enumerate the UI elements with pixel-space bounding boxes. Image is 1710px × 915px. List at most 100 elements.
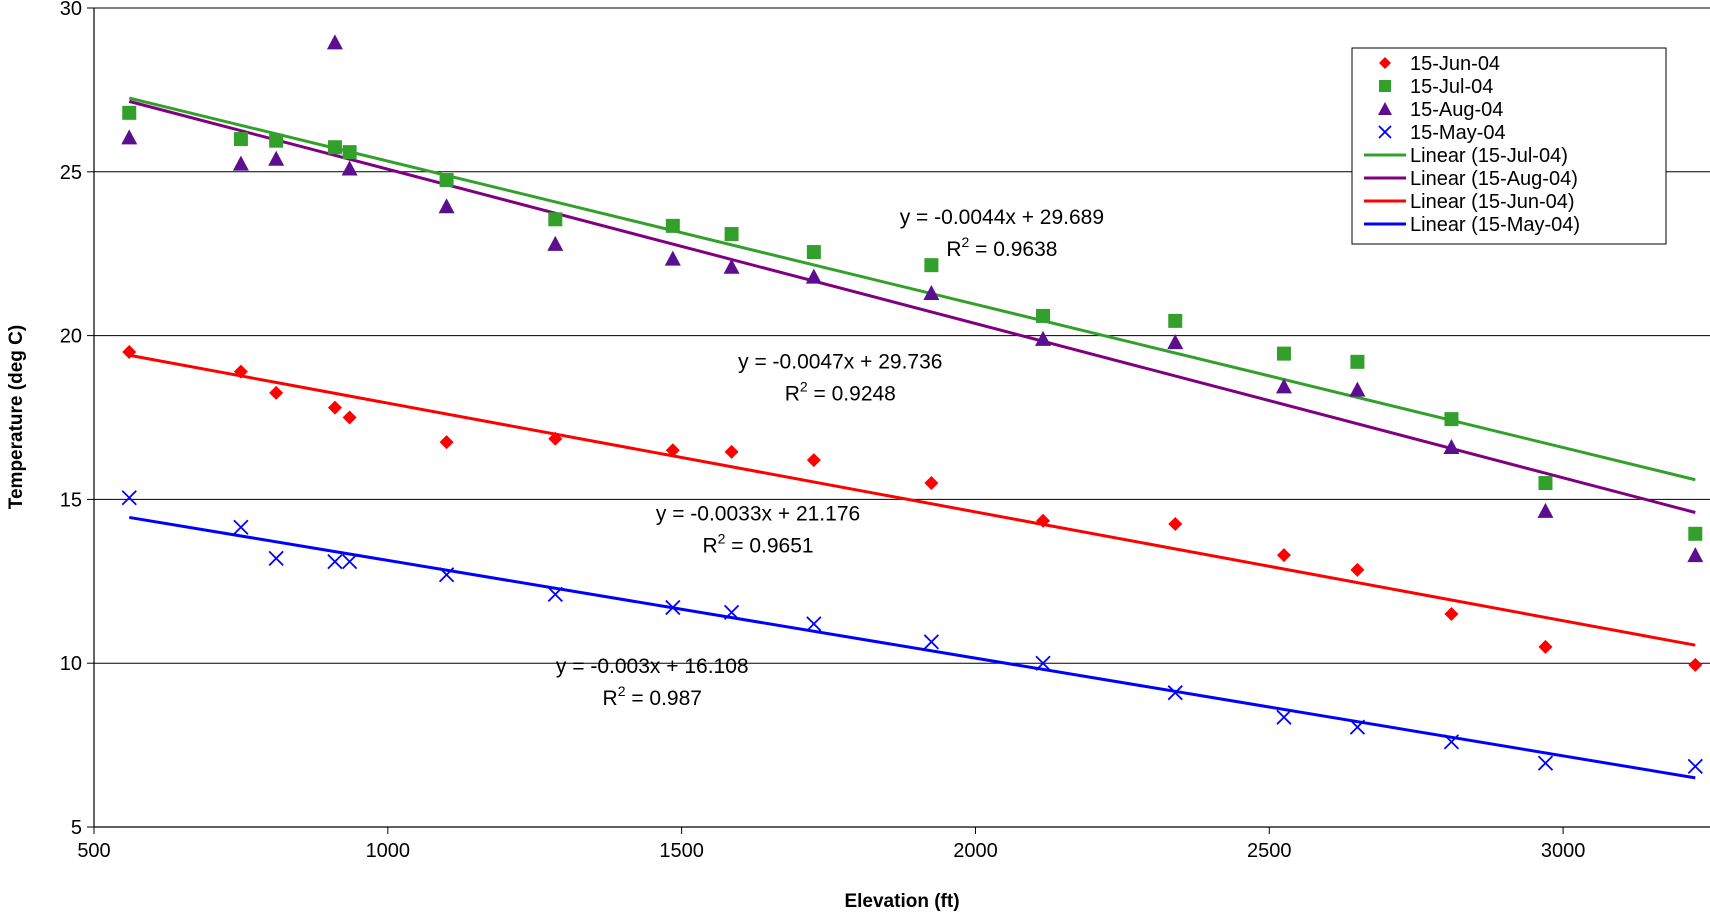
legend-marker-1 [1379, 80, 1391, 92]
y-tick-label-10: 10 [60, 653, 82, 675]
point-s2-13 [1275, 378, 1292, 394]
point-s3-13-stroke-b [1276, 709, 1292, 725]
point-s3-17 [1687, 758, 1703, 775]
point-s0-4 [342, 410, 357, 425]
point-s2-4 [341, 160, 358, 176]
eq-jul-r2-value: = 0.9638 [969, 238, 1057, 261]
eq-may-r2-value: = 0.987 [625, 687, 701, 710]
point-s0-5 [439, 435, 454, 450]
point-s1-15 [1444, 412, 1459, 427]
point-s3-0 [121, 490, 137, 506]
data-points [121, 34, 1704, 775]
legend-label-2: 15-Aug-04 [1410, 99, 1503, 121]
point-s3-17-stroke-b [1687, 758, 1703, 775]
eq-jun-equation: y = -0.0033x + 21.176 [656, 503, 860, 526]
point-s1-17 [1688, 526, 1703, 541]
eq-aug-r2-prefix: R [785, 382, 800, 405]
point-s1-2 [269, 133, 284, 148]
point-s3-8-stroke-b [723, 604, 740, 621]
legend-marker-2 [1378, 102, 1392, 115]
legend-label-3: 15-May-04 [1410, 122, 1506, 144]
point-s0-12 [1168, 516, 1183, 531]
point-s0-1 [233, 364, 248, 379]
point-s0-6 [548, 431, 563, 446]
point-s3-16-stroke-b [1537, 755, 1554, 771]
point-s0-0 [122, 344, 137, 359]
point-s1-4 [342, 145, 357, 160]
eq-jun-r2-value: = 0.9651 [725, 535, 813, 558]
eq-may-r2: R2 = 0.987 [603, 683, 702, 710]
x-axis-title: Elevation (ft) [844, 891, 959, 912]
point-s2-9 [805, 268, 822, 284]
point-s1-13 [1276, 346, 1291, 361]
point-s0-13 [1276, 548, 1291, 563]
y-tick-label-25: 25 [60, 162, 82, 184]
point-s0-8 [724, 444, 739, 459]
eq-jun-r2-sup: 2 [718, 531, 726, 547]
point-s1-6 [548, 212, 563, 227]
point-s2-2 [268, 150, 285, 166]
point-s3-1 [233, 519, 249, 535]
y-axis-title: Temperature (deg C) [6, 325, 27, 509]
legend-trend-label-2: Linear (15-Jun-04) [1410, 191, 1575, 213]
point-s3-11-stroke-b [1035, 655, 1051, 671]
point-s0-9 [806, 453, 821, 468]
point-s0-16 [1538, 639, 1553, 654]
point-s1-3 [327, 140, 342, 155]
point-s0-17 [1688, 657, 1703, 672]
eq-may-r2-prefix: R [603, 687, 618, 710]
point-s3-7-stroke-b [665, 599, 681, 616]
x-tick-label-3000: 3000 [1541, 840, 1586, 862]
legend-label-0: 15-Jun-04 [1410, 53, 1500, 75]
y-tick-label-20: 20 [60, 326, 82, 348]
x-tick-label-1500: 1500 [659, 840, 704, 862]
legend-trend-label-0: Linear (15-Jul-04) [1410, 145, 1568, 167]
point-s3-13 [1276, 709, 1292, 725]
point-s1-12 [1168, 313, 1183, 328]
point-s0-10 [924, 476, 939, 491]
point-s3-11 [1035, 655, 1051, 671]
eq-aug-r2: R2 = 0.9248 [785, 378, 896, 405]
point-s1-10 [924, 258, 939, 273]
point-s1-0 [122, 105, 137, 120]
point-s3-9 [806, 616, 822, 632]
point-s2-0 [121, 129, 138, 145]
x-tick-label-500: 500 [77, 840, 110, 862]
x-tick-label-2000: 2000 [953, 840, 998, 862]
point-s3-6 [547, 586, 563, 603]
point-s2-10 [923, 285, 940, 301]
point-s3-4-stroke-b [341, 554, 358, 570]
point-s2-3 [326, 34, 343, 50]
trendline-2 [128, 353, 1696, 647]
eq-may-r2-sup: 2 [618, 683, 626, 699]
point-s0-7 [665, 443, 680, 458]
eq-jul-equation: y = -0.0044x + 29.689 [900, 206, 1104, 229]
point-s1-8 [724, 227, 739, 242]
point-s2-1 [232, 155, 249, 171]
point-s3-12 [1167, 685, 1183, 701]
point-s3-5-stroke-b [438, 567, 455, 583]
point-s2-17 [1687, 547, 1704, 563]
point-s1-9 [806, 245, 821, 260]
y-tick-label-5: 5 [71, 817, 82, 839]
point-s3-14-stroke-b [1349, 719, 1366, 735]
eq-may-equation: y = -0.003x + 16.108 [556, 655, 749, 678]
point-s2-5 [438, 198, 455, 214]
x-tick-label-1000: 1000 [366, 840, 411, 862]
legend-label-1: 15-Jul-04 [1410, 76, 1493, 98]
eq-aug-r2-value: = 0.9248 [808, 382, 896, 405]
point-s3-10-stroke-b [923, 634, 940, 650]
point-s1-1 [233, 132, 248, 147]
trendline-3 [129, 515, 1696, 780]
point-s2-11 [1035, 330, 1052, 346]
eq-jul-r2-sup: 2 [961, 234, 969, 250]
trendlines [128, 96, 1696, 780]
point-s0-3 [327, 400, 342, 415]
eq-jun-r2-prefix: R [702, 535, 717, 558]
point-s3-4 [341, 554, 358, 570]
eq-aug-r2-sup: 2 [800, 378, 808, 394]
x-tick-label-2500: 2500 [1247, 840, 1292, 862]
point-s2-7 [664, 250, 681, 266]
point-s3-8 [723, 604, 740, 621]
point-s2-12 [1167, 334, 1184, 350]
